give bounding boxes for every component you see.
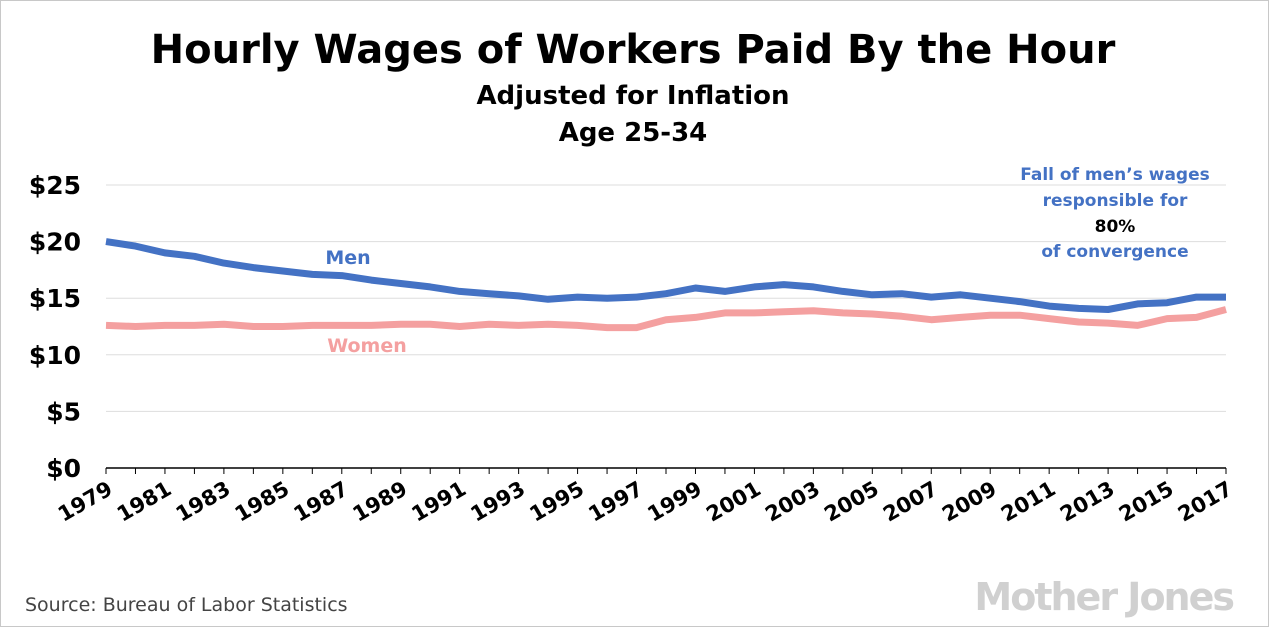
series-lines	[105, 238, 1227, 332]
x-tick-label-2017: 2017	[1174, 477, 1237, 527]
x-tick-label-1987: 1987	[290, 477, 353, 527]
chart-title: Hourly Wages of Workers Paid By the Hour	[151, 27, 1116, 73]
y-tick-label-10: $10	[29, 341, 81, 370]
annotation-line-3: 80%	[1095, 217, 1136, 237]
x-tick-label-1999: 1999	[643, 477, 706, 527]
x-axis-ticks: 1979198119831985198719891991199319951997…	[54, 477, 1237, 527]
y-tick-label-0: $0	[46, 454, 81, 483]
x-tick-label-2003: 2003	[761, 477, 824, 527]
x-tick-label-1985: 1985	[231, 477, 294, 527]
x-tick-label-1991: 1991	[408, 477, 471, 527]
x-tick-label-1983: 1983	[172, 477, 235, 527]
y-tick-label-15: $15	[29, 284, 81, 313]
annotation-line-4: of convergence	[1041, 242, 1188, 262]
annotation-line-2: responsible for	[1043, 191, 1188, 211]
x-tick-label-2007: 2007	[879, 477, 942, 527]
x-tick-label-1997: 1997	[584, 477, 647, 527]
chart-subtitle-line-2: Age 25-34	[559, 118, 708, 148]
x-tick-label-2013: 2013	[1056, 477, 1119, 527]
chart-subtitle-line-1: Adjusted for Inflation	[476, 81, 789, 111]
annotation-line-1: Fall of men’s wages	[1020, 165, 1210, 185]
gridlines	[105, 184, 1227, 474]
series-line-men	[105, 238, 1226, 313]
x-tick-label-2005: 2005	[820, 477, 883, 527]
mother-jones-logo: Mother Jones	[974, 575, 1233, 619]
y-tick-label-20: $20	[29, 228, 81, 257]
x-tick-label-2015: 2015	[1115, 477, 1178, 527]
x-tick-label-1981: 1981	[113, 477, 176, 527]
x-tick-label-1979: 1979	[54, 477, 117, 527]
y-tick-label-5: $5	[46, 397, 81, 426]
x-tick-label-2001: 2001	[702, 477, 765, 527]
series-label-women: Women	[327, 335, 407, 357]
y-tick-label-25: $25	[29, 171, 81, 200]
x-tick-label-2009: 2009	[938, 477, 1001, 527]
x-tick-label-1995: 1995	[525, 477, 588, 527]
x-tick-label-2011: 2011	[997, 477, 1060, 527]
x-tick-label-1989: 1989	[349, 477, 412, 527]
y-axis-ticks: $0 $5 $10 $15 $20 $25	[29, 171, 81, 483]
series-line-women	[105, 306, 1227, 332]
source-note: Source: Bureau of Labor Statistics	[25, 594, 348, 616]
annotation: Fall of men’s wages responsible for 80% …	[1020, 165, 1210, 262]
series-label-men: Men	[325, 247, 370, 269]
x-tick-label-1993: 1993	[467, 477, 530, 527]
